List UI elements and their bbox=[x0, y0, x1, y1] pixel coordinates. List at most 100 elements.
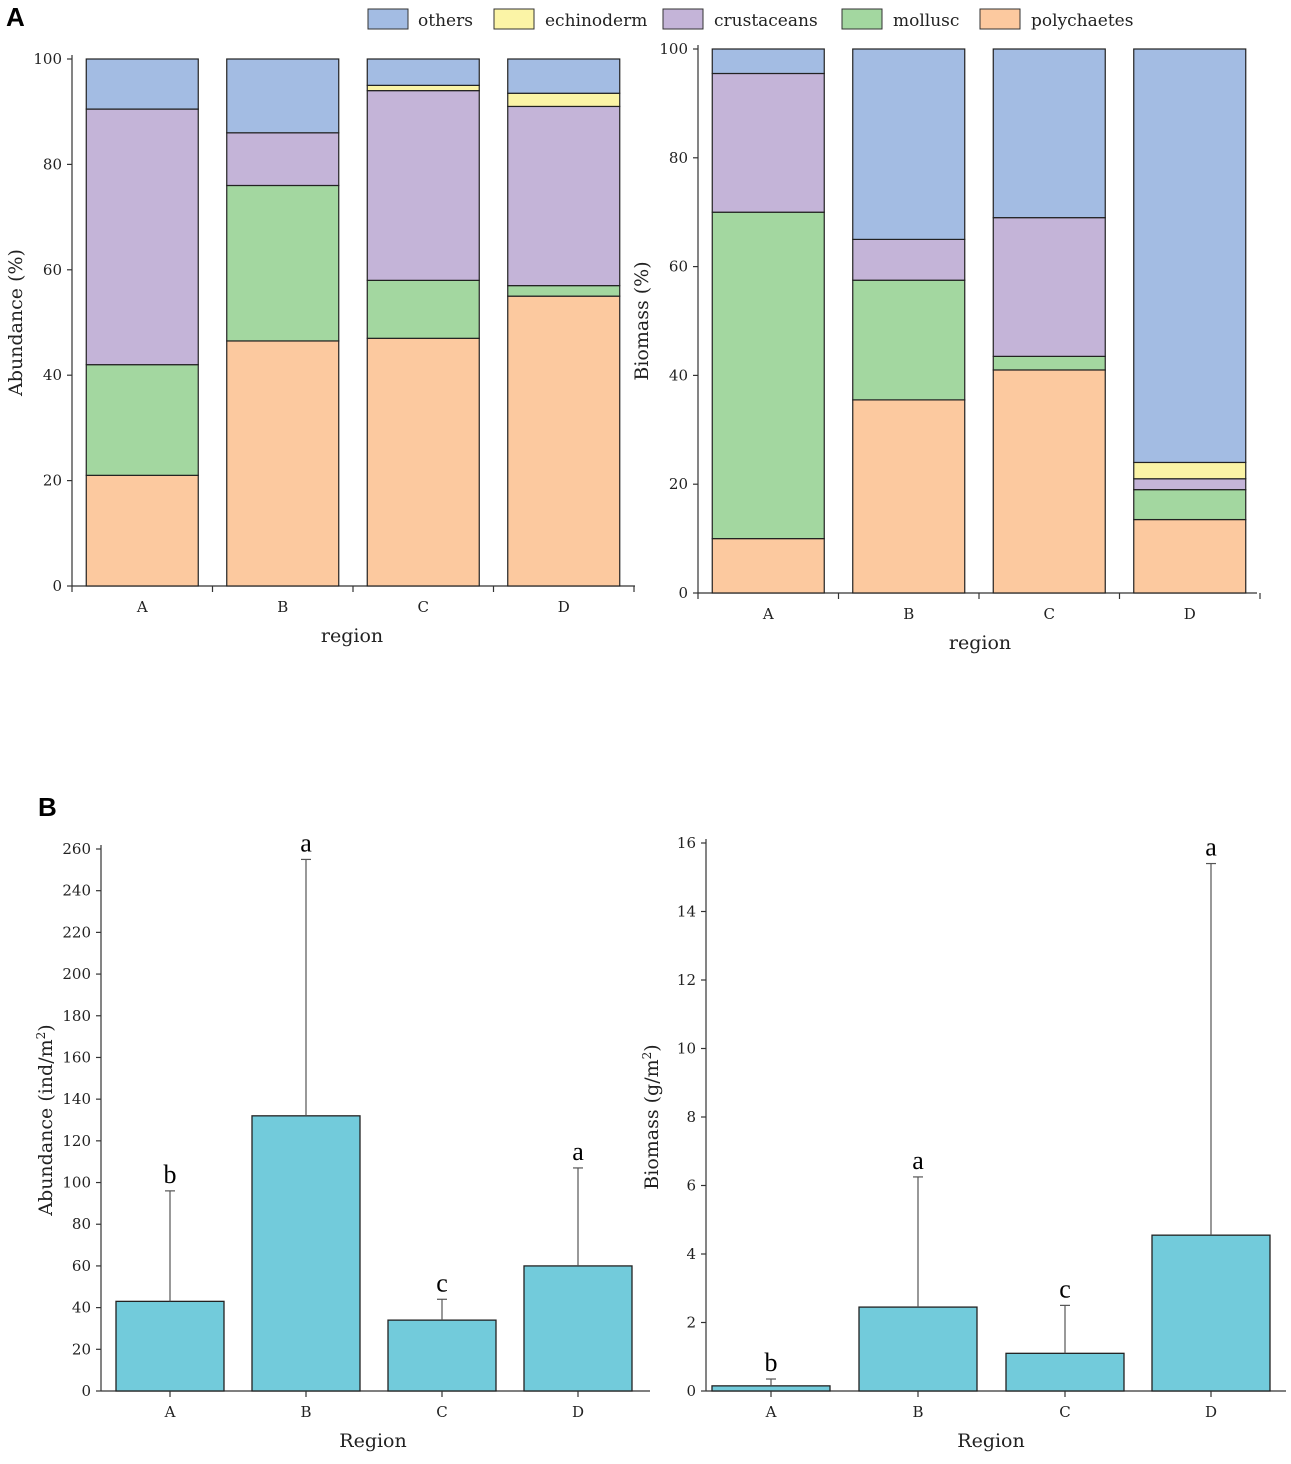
bar-B bbox=[858, 1306, 978, 1392]
bar-segment-mollusc bbox=[1133, 489, 1247, 521]
y-tick-label: 8 bbox=[686, 1108, 696, 1126]
bar-D bbox=[1151, 1234, 1271, 1392]
y-tick-label: 40 bbox=[72, 1299, 91, 1317]
bar-segment-mollusc bbox=[226, 184, 340, 342]
x-tick-label: C bbox=[436, 1403, 447, 1421]
x-axis-title: region bbox=[321, 625, 383, 647]
legend-swatch-mollusc bbox=[841, 8, 883, 30]
x-tick-label: D bbox=[572, 1403, 584, 1421]
biomass-bar-chart: 0 2 4 6 8 10 12 14 16 b Aa Bc Ca D Region Biomass (g/m2… bbox=[640, 833, 1286, 1452]
bar-segment-others bbox=[507, 58, 621, 94]
bar-C bbox=[1005, 1352, 1125, 1392]
x-tick-label: D bbox=[1205, 1403, 1217, 1421]
bar-segment-crustaceans bbox=[85, 108, 199, 366]
legend-swatch-crustaceans bbox=[662, 8, 704, 30]
y-tick-label: 260 bbox=[62, 840, 91, 858]
x-tick-label: C bbox=[1044, 605, 1055, 623]
x-tick-label: C bbox=[1059, 1403, 1070, 1421]
bar-segment-crustaceans bbox=[366, 90, 480, 281]
y-tick-label: 40 bbox=[43, 366, 62, 384]
bar-segment-crustaceans bbox=[226, 132, 340, 187]
x-axis-title: Region bbox=[339, 1430, 406, 1452]
bar-segment-others bbox=[366, 58, 480, 86]
x-tick-label: B bbox=[903, 605, 914, 623]
y-tick-label: 220 bbox=[62, 923, 91, 941]
significance-letter: b bbox=[765, 1348, 778, 1377]
significance-letter: b bbox=[164, 1160, 177, 1189]
bar-segment-echinoderm bbox=[366, 84, 480, 92]
legend-label-others: others bbox=[418, 11, 473, 31]
y-tick-label: 160 bbox=[62, 1048, 91, 1066]
bar-segment-echinoderm bbox=[507, 92, 621, 108]
y-tick-label: 100 bbox=[33, 50, 62, 68]
x-tick-label: D bbox=[558, 598, 570, 616]
x-tick-label: B bbox=[300, 1403, 311, 1421]
significance-letter: c bbox=[436, 1268, 448, 1297]
legend: others echinoderm crustaceans mollusc polych… bbox=[367, 8, 1133, 31]
y-tick-label: 140 bbox=[62, 1090, 91, 1108]
bar-segment-crustaceans bbox=[852, 238, 966, 281]
bar-segment-mollusc bbox=[711, 211, 825, 540]
legend-label-polychaetes: polychaetes bbox=[1031, 11, 1133, 31]
legend-swatch-polychaetes bbox=[979, 8, 1021, 30]
y-tick-label: 6 bbox=[686, 1177, 696, 1195]
y-tick-label: 100 bbox=[659, 40, 688, 58]
bar-segment-polychaetes bbox=[992, 369, 1106, 594]
significance-letter: a bbox=[300, 828, 312, 857]
significance-letter: a bbox=[572, 1137, 584, 1166]
y-tick-label: 120 bbox=[62, 1132, 91, 1150]
x-tick-label: A bbox=[136, 598, 148, 616]
bar-segment-crustaceans bbox=[992, 217, 1106, 357]
y-tick-label: 0 bbox=[678, 584, 688, 602]
y-tick-label: 60 bbox=[669, 258, 688, 276]
bar-C bbox=[387, 1319, 497, 1392]
bar-A bbox=[115, 1300, 225, 1392]
bar-D bbox=[523, 1265, 633, 1392]
bar-segment-polychaetes bbox=[711, 537, 825, 594]
y-tick-label: 0 bbox=[686, 1382, 696, 1400]
bar-segment-polychaetes bbox=[85, 474, 199, 587]
y-tick-label: 16 bbox=[677, 834, 696, 852]
x-tick-label: C bbox=[418, 598, 429, 616]
x-axis-title: region bbox=[949, 632, 1011, 654]
legend-swatch-others bbox=[367, 8, 409, 30]
x-tick-label: A bbox=[765, 1403, 777, 1421]
bar-segment-others bbox=[226, 58, 340, 134]
bar-segment-mollusc bbox=[852, 279, 966, 401]
x-tick-label: B bbox=[277, 598, 288, 616]
y-axis-title: Biomass (g/m2) bbox=[640, 1044, 663, 1189]
bar-segment-mollusc bbox=[507, 285, 621, 297]
x-axis-title: Region bbox=[957, 1430, 1024, 1452]
y-tick-label: 240 bbox=[62, 882, 91, 900]
bar-segment-others bbox=[711, 48, 825, 75]
significance-letter: a bbox=[1205, 833, 1217, 862]
x-tick-label: B bbox=[912, 1403, 923, 1421]
bar-segment-others bbox=[852, 48, 966, 240]
y-axis-title: Biomass (%) bbox=[631, 261, 653, 380]
significance-letter: c bbox=[1059, 1274, 1071, 1303]
x-tick-label: A bbox=[762, 605, 774, 623]
y-tick-label: 60 bbox=[72, 1257, 91, 1275]
y-tick-label: 20 bbox=[43, 472, 62, 490]
bar-segment-crustaceans bbox=[711, 72, 825, 213]
y-tick-label: 20 bbox=[72, 1340, 91, 1358]
y-tick-label: 40 bbox=[669, 366, 688, 384]
y-axis-title: Abundance (%) bbox=[5, 249, 27, 397]
y-tick-label: 200 bbox=[62, 965, 91, 983]
x-tick-label: A bbox=[164, 1403, 176, 1421]
bar-segment-others bbox=[85, 58, 199, 110]
bar-segment-polychaetes bbox=[1133, 518, 1247, 594]
y-tick-label: 80 bbox=[72, 1215, 91, 1233]
bar-segment-others bbox=[1133, 48, 1247, 464]
bar-segment-polychaetes bbox=[852, 399, 966, 594]
legend-label-mollusc: mollusc bbox=[893, 11, 959, 31]
bar-segment-mollusc bbox=[992, 355, 1106, 371]
x-tick-label: D bbox=[1184, 605, 1196, 623]
y-tick-label: 100 bbox=[62, 1174, 91, 1192]
legend-label-echinoderm: echinoderm bbox=[545, 11, 647, 31]
y-tick-label: 60 bbox=[43, 261, 62, 279]
legend-label-crustaceans: crustaceans bbox=[714, 11, 818, 31]
